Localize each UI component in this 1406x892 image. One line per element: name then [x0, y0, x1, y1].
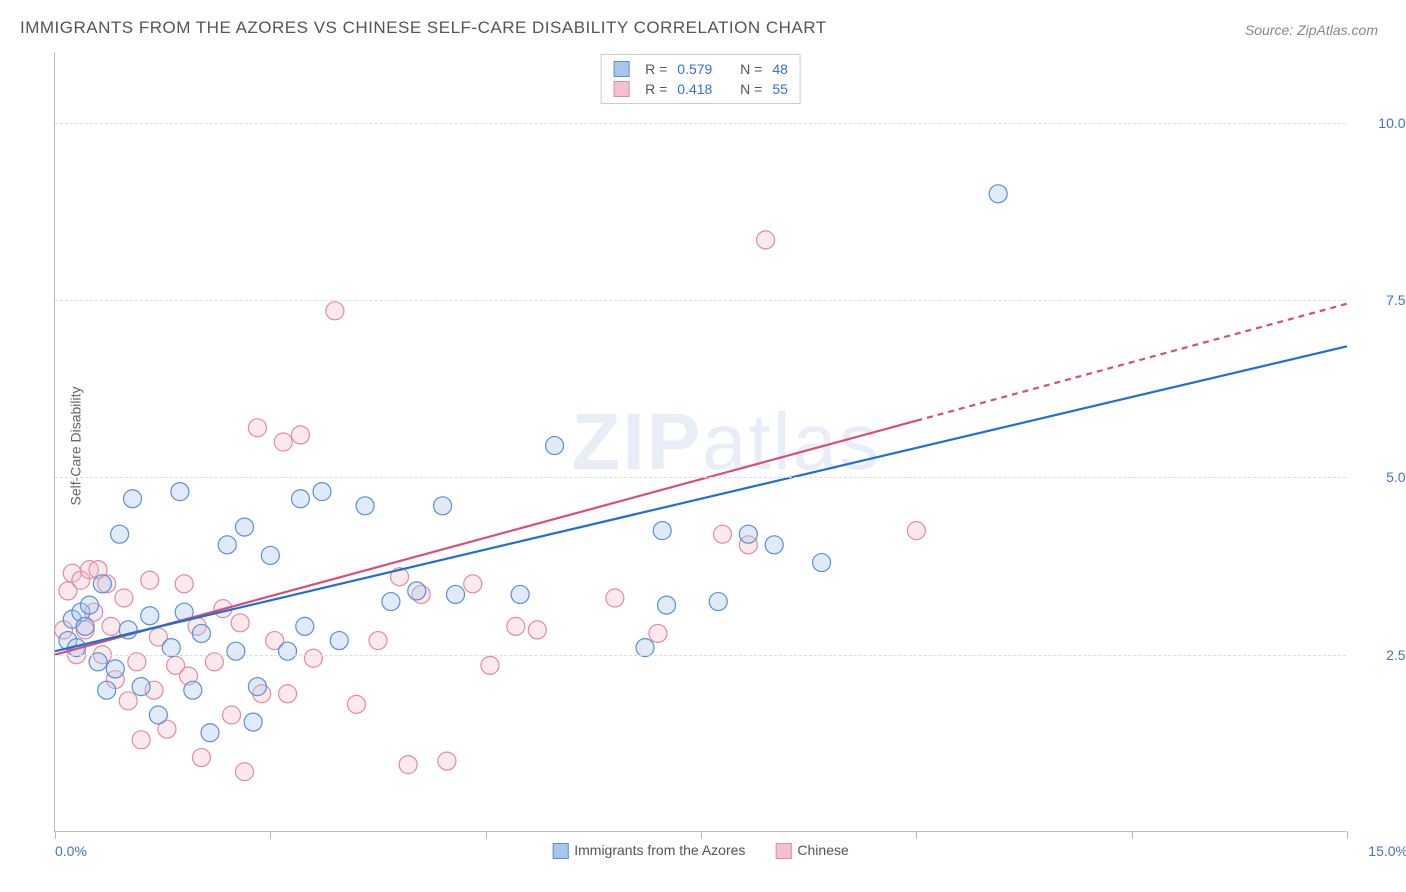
source-attribution: Source: ZipAtlas.com	[1245, 22, 1378, 38]
y-tick-label: 2.5%	[1386, 647, 1406, 663]
scatter-plot: ZIPatlas R = 0.579 N = 48 R = 0.418 N = …	[54, 52, 1346, 832]
legend-label-azores: Immigrants from the Azores	[574, 842, 745, 858]
legend-item-chinese: Chinese	[775, 842, 848, 859]
chart-svg	[55, 52, 1346, 831]
y-tick-label: 5.0%	[1386, 469, 1406, 485]
n-label: N =	[740, 61, 762, 77]
r-label: R =	[645, 61, 667, 77]
n-value-chinese: 55	[772, 81, 788, 97]
swatch-azores-icon	[552, 843, 568, 859]
chart-title: IMMIGRANTS FROM THE AZORES VS CHINESE SE…	[20, 18, 827, 38]
legend-row-chinese: R = 0.418 N = 55	[613, 79, 788, 99]
y-tick-label: 10.0%	[1378, 115, 1406, 131]
n-value-azores: 48	[772, 61, 788, 77]
source-name: ZipAtlas.com	[1297, 22, 1378, 38]
x-max-label: 15.0%	[1368, 843, 1406, 859]
source-label: Source:	[1245, 22, 1297, 38]
n-label: N =	[740, 81, 762, 97]
series-legend: Immigrants from the Azores Chinese	[552, 842, 849, 859]
r-label: R =	[645, 81, 667, 97]
y-tick-label: 7.5%	[1386, 292, 1406, 308]
swatch-azores	[613, 61, 629, 77]
legend-label-chinese: Chinese	[797, 842, 848, 858]
r-value-chinese: 0.418	[677, 81, 712, 97]
x-min-label: 0.0%	[55, 843, 87, 859]
correlation-legend: R = 0.579 N = 48 R = 0.418 N = 55	[600, 54, 801, 104]
swatch-chinese-icon	[775, 843, 791, 859]
swatch-chinese	[613, 81, 629, 97]
r-value-azores: 0.579	[677, 61, 712, 77]
legend-row-azores: R = 0.579 N = 48	[613, 59, 788, 79]
legend-item-azores: Immigrants from the Azores	[552, 842, 745, 859]
